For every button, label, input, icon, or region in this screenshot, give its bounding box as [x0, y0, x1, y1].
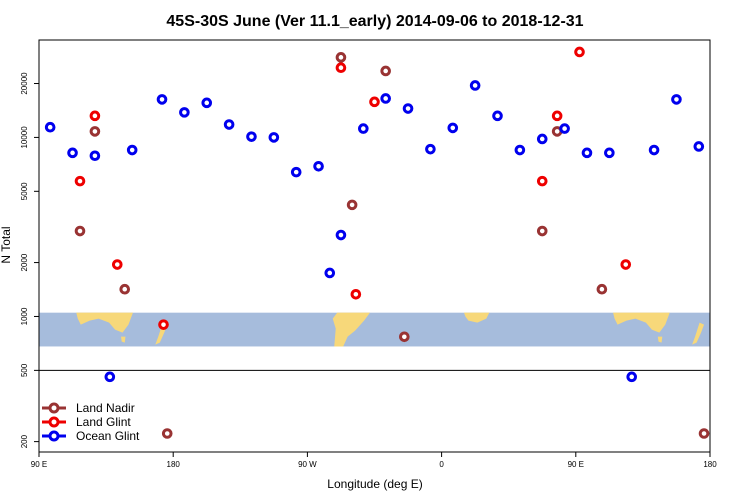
data-point [335, 52, 347, 63]
data-point [74, 225, 86, 237]
axes-layer: 90 E 180 90 W 0 90 E 180 200 500 1000 2000 5000 100… [20, 72, 717, 469]
data-point [399, 331, 410, 343]
data-point [156, 94, 168, 105]
legend-marker [48, 402, 60, 414]
data-point [126, 144, 138, 156]
data-point [380, 93, 391, 104]
y-tick-label: 10000 [20, 126, 29, 149]
africa-land [463, 312, 490, 323]
y-tick-label: 2000 [20, 253, 29, 271]
tasmania-land [657, 336, 663, 343]
data-point [698, 428, 710, 439]
australia-land [613, 312, 670, 333]
legend-label: Ocean Glint [76, 429, 140, 443]
legend-item-land-nadir: Land Nadir [42, 401, 135, 415]
data-point [620, 259, 632, 270]
legend: Land Nadir Land Glint Ocean Glint [42, 401, 140, 443]
plot-frame [38, 39, 711, 453]
x-tick-label: 90 W [298, 460, 317, 469]
legend-marker [48, 430, 60, 442]
x-tick-label: 180 [167, 460, 181, 469]
data-point [74, 175, 86, 187]
data-point [536, 133, 548, 145]
legend-marker [48, 416, 60, 428]
data-point [648, 144, 660, 156]
data-point [551, 110, 563, 122]
data-point [358, 123, 369, 134]
y-tick-label: 500 [20, 363, 29, 377]
data-point [119, 283, 131, 295]
data-point [246, 131, 257, 142]
data-point [111, 259, 123, 270]
legend-item-ocean-glint: Ocean Glint [42, 429, 140, 443]
data-point [671, 94, 682, 105]
data-point [596, 283, 608, 295]
data-point [536, 175, 548, 187]
data-point [89, 110, 101, 122]
data-point [492, 110, 503, 122]
data-point [324, 267, 336, 279]
data-point [346, 199, 358, 211]
data-point [536, 225, 548, 237]
y-tick-label: 1000 [20, 307, 29, 325]
data-point [335, 62, 347, 74]
data-point [89, 150, 101, 162]
data-point [104, 371, 116, 383]
legend-item-land-glint: Land Glint [42, 415, 131, 429]
series-ocean-glint [44, 80, 705, 383]
legend-label: Land Glint [76, 415, 131, 429]
series-land-glint [74, 46, 632, 330]
map-band [39, 312, 710, 347]
data-point [425, 143, 436, 155]
data-point [514, 144, 526, 156]
data-point [89, 126, 101, 137]
x-axis-label: Longitude (deg E) [327, 477, 422, 491]
points-layer [44, 46, 710, 439]
data-point [574, 46, 585, 58]
x-tick-label: 90 E [31, 460, 47, 469]
x-tick-label: 180 [703, 460, 717, 469]
data-point [447, 122, 459, 134]
data-point [581, 147, 593, 159]
x-tick-label: 0 [439, 460, 444, 469]
data-point [313, 160, 324, 172]
data-point [693, 141, 705, 152]
data-point [626, 371, 638, 383]
data-point [335, 229, 347, 241]
tasmania-land [121, 336, 126, 343]
y-axis-label: N Total [0, 226, 13, 263]
data-point [290, 166, 302, 178]
y-tick-label: 20000 [20, 72, 29, 95]
data-point [268, 132, 280, 143]
y-tick-label: 5000 [20, 182, 29, 200]
data-point [179, 107, 190, 118]
data-point [350, 288, 362, 300]
x-tick-label: 90 E [568, 460, 584, 469]
south-america-land [332, 312, 371, 347]
data-point [161, 428, 173, 439]
australia-land [76, 312, 133, 333]
legend-label: Land Nadir [76, 401, 135, 415]
data-point [380, 65, 391, 77]
chart-title: 45S-30S June (Ver 11.1_early) 2014-09-06… [166, 13, 583, 30]
data-point [67, 147, 78, 159]
data-point [369, 96, 380, 108]
data-point [201, 97, 213, 109]
data-point [402, 103, 414, 114]
data-point [44, 121, 56, 133]
y-tick-label: 200 [20, 434, 29, 448]
data-point [469, 80, 481, 91]
new-zealand-land [692, 322, 705, 345]
data-point [559, 123, 570, 134]
map-ocean [39, 312, 710, 347]
series-land-nadir [74, 52, 710, 439]
data-point [158, 319, 169, 330]
data-point [604, 147, 615, 159]
data-point [223, 119, 235, 130]
